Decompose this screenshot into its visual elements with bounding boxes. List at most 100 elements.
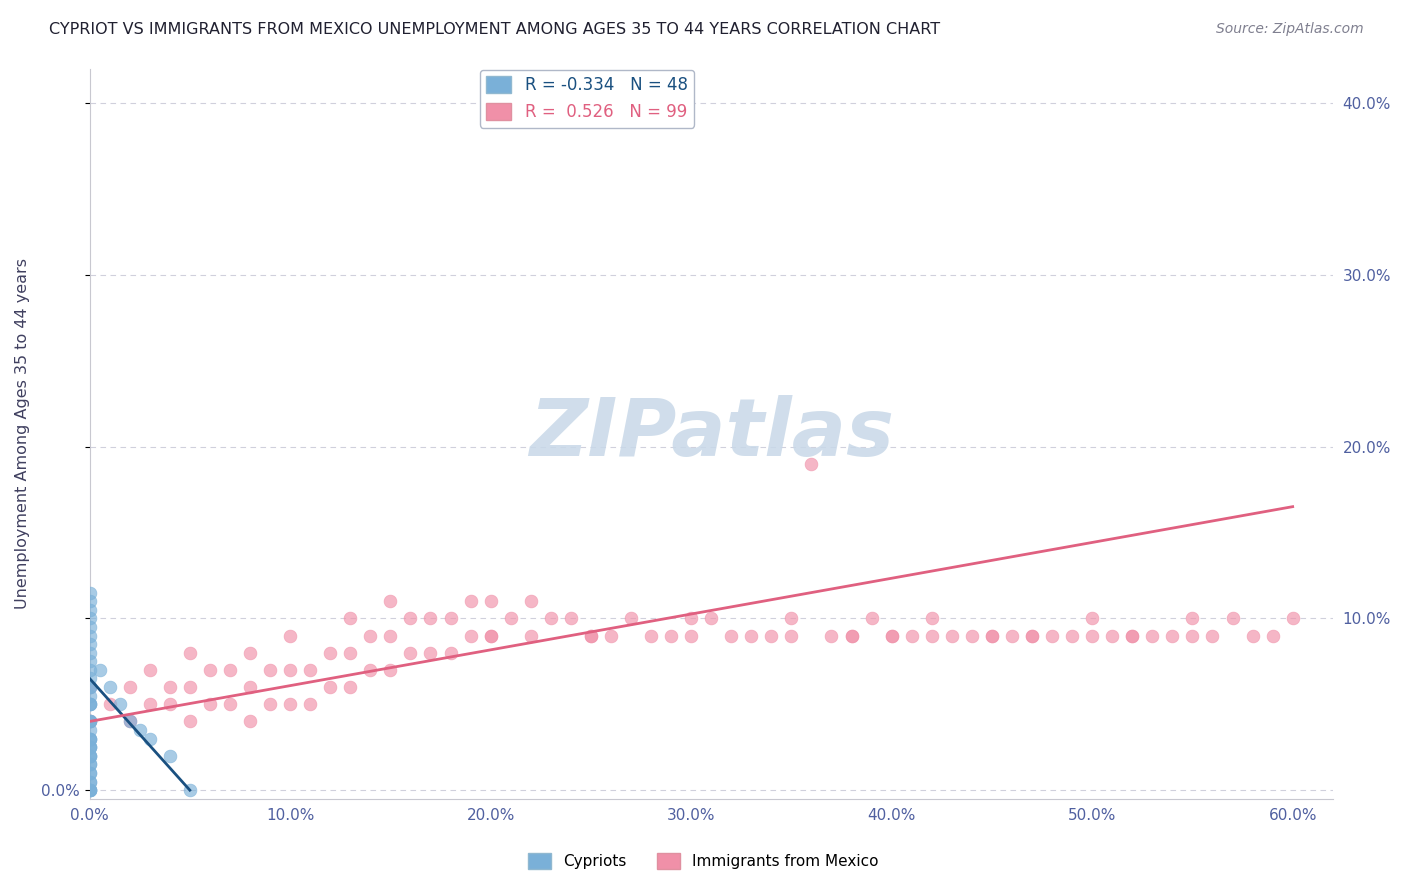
Point [128, 723, 150, 737]
Point [720, 628, 742, 642]
Point [439, 646, 461, 660]
Point [419, 611, 441, 625]
Point [98, 680, 121, 694]
Point [1081, 628, 1104, 642]
Point [1181, 611, 1204, 625]
Point [1222, 611, 1244, 625]
Point [79, 740, 101, 755]
Point [1021, 628, 1043, 642]
Point [79, 774, 101, 789]
Point [1121, 628, 1143, 642]
Point [681, 628, 703, 642]
Point [740, 628, 762, 642]
Point [79, 783, 101, 797]
Point [419, 646, 441, 660]
Point [841, 628, 863, 642]
Point [278, 698, 301, 712]
Point [198, 663, 221, 677]
Point [640, 628, 662, 642]
Point [380, 594, 402, 608]
Point [1001, 628, 1024, 642]
Point [239, 680, 262, 694]
Point [79, 663, 101, 677]
Point [761, 628, 783, 642]
Point [1261, 628, 1284, 642]
Point [479, 628, 502, 642]
Point [79, 731, 101, 746]
Point [79, 783, 101, 797]
Point [79, 731, 101, 746]
Point [79, 680, 101, 694]
Point [479, 594, 502, 608]
Point [79, 757, 101, 772]
Point [339, 680, 361, 694]
Point [79, 757, 101, 772]
Point [980, 628, 1002, 642]
Point [439, 611, 461, 625]
Point [339, 611, 361, 625]
Point [460, 594, 482, 608]
Point [79, 740, 101, 755]
Point [79, 680, 101, 694]
Point [259, 698, 281, 712]
Point [1181, 628, 1204, 642]
Y-axis label: Unemployment Among Ages 35 to 44 years: Unemployment Among Ages 35 to 44 years [15, 258, 30, 609]
Point [1142, 628, 1164, 642]
Point [980, 628, 1002, 642]
Point [820, 628, 842, 642]
Point [79, 594, 101, 608]
Point [278, 628, 301, 642]
Point [278, 663, 301, 677]
Point [79, 766, 101, 780]
Point [159, 698, 181, 712]
Point [259, 663, 281, 677]
Point [1281, 611, 1303, 625]
Point [219, 698, 242, 712]
Point [79, 783, 101, 797]
Point [118, 680, 141, 694]
Point [681, 611, 703, 625]
Point [79, 714, 101, 729]
Point [880, 628, 903, 642]
Point [860, 611, 883, 625]
Point [89, 663, 111, 677]
Point [1021, 628, 1043, 642]
Point [921, 628, 943, 642]
Point [79, 698, 101, 712]
Point [79, 611, 101, 625]
Point [659, 628, 682, 642]
Text: Source: ZipAtlas.com: Source: ZipAtlas.com [1216, 22, 1364, 37]
Point [79, 680, 101, 694]
Point [519, 594, 541, 608]
Point [780, 611, 803, 625]
Point [219, 663, 242, 677]
Point [540, 611, 562, 625]
Point [79, 766, 101, 780]
Point [79, 646, 101, 660]
Point [1201, 628, 1223, 642]
Point [118, 714, 141, 729]
Point [380, 628, 402, 642]
Point [880, 628, 903, 642]
Point [79, 672, 101, 686]
Text: ZIPatlas: ZIPatlas [529, 394, 894, 473]
Point [79, 698, 101, 712]
Point [108, 698, 131, 712]
Point [1161, 628, 1184, 642]
Point [79, 723, 101, 737]
Point [1040, 628, 1063, 642]
Point [299, 663, 322, 677]
Point [79, 714, 101, 729]
Point [79, 654, 101, 668]
Point [1121, 628, 1143, 642]
Point [79, 628, 101, 642]
Point [179, 714, 201, 729]
Point [579, 628, 602, 642]
Point [479, 628, 502, 642]
Point [79, 748, 101, 763]
Point [399, 611, 422, 625]
Point [339, 646, 361, 660]
Point [118, 714, 141, 729]
Point [359, 628, 381, 642]
Point [299, 698, 322, 712]
